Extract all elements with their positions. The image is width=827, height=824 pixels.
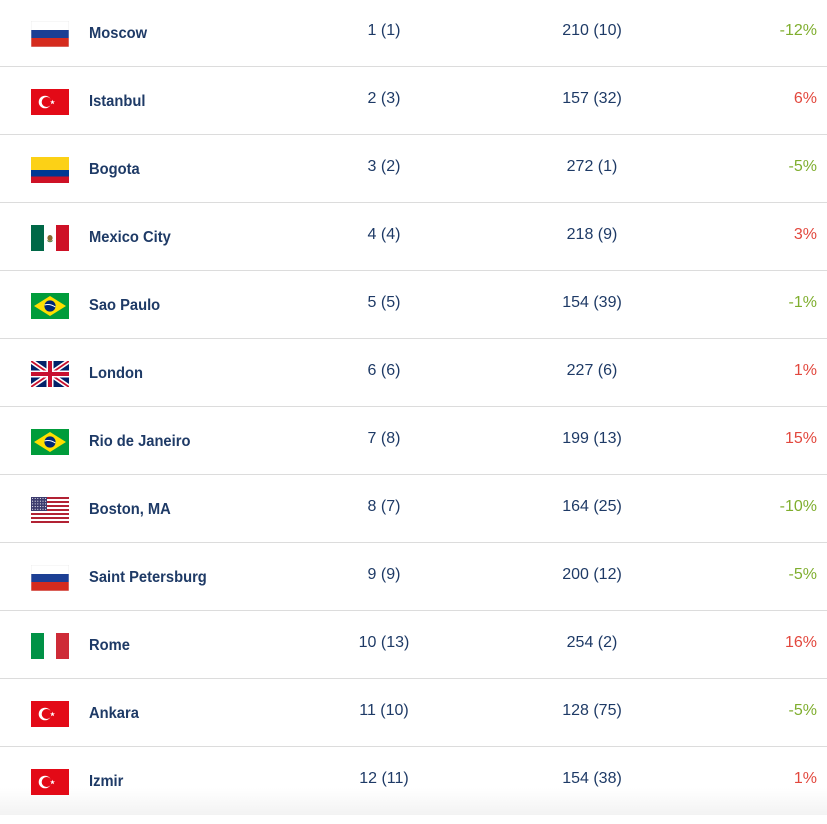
table-row[interactable]: Saint Petersburg 9 (9) 200 (12) -5% — [0, 543, 827, 611]
index-value: 272 (1) — [566, 158, 618, 175]
usa-flag-icon — [31, 497, 69, 523]
rank-value: 10 (13) — [358, 634, 410, 651]
rank-value: 9 (9) — [367, 566, 401, 583]
colombia-flag-icon — [31, 157, 69, 183]
russia-flag-icon — [31, 565, 69, 591]
city-name[interactable]: Istanbul — [89, 93, 146, 110]
rank-value: 2 (3) — [367, 90, 401, 107]
brazil-flag-icon — [31, 293, 69, 319]
index-value: 128 (75) — [562, 702, 622, 719]
russia-flag-icon — [31, 21, 69, 47]
rank-value: 8 (7) — [367, 498, 401, 515]
change-value: -5% — [788, 566, 817, 583]
turkey-flag-icon — [31, 701, 69, 727]
rank-value: 7 (8) — [367, 430, 401, 447]
change-value: -5% — [788, 158, 817, 175]
change-value: -1% — [788, 294, 817, 311]
table-row[interactable]: Istanbul 2 (3) 157 (32) 6% — [0, 67, 827, 135]
change-value: 1% — [793, 362, 817, 379]
table-row[interactable]: Sao Paulo 5 (5) 154 (39) -1% — [0, 271, 827, 339]
change-value: 1% — [793, 770, 817, 787]
brazil-flag-icon — [31, 429, 69, 455]
city-name[interactable]: Moscow — [89, 25, 148, 42]
change-value: 16% — [784, 634, 817, 651]
city-name[interactable]: Mexico City — [89, 229, 171, 246]
table-row[interactable]: London 6 (6) 227 (6) 1% — [0, 339, 827, 407]
table-row[interactable]: Mexico City 4 (4) 218 (9) 3% — [0, 203, 827, 271]
change-value: 15% — [784, 430, 817, 447]
city-name[interactable]: Izmir — [89, 773, 124, 790]
italy-flag-icon — [31, 633, 69, 659]
index-value: 199 (13) — [562, 430, 622, 447]
rank-value: 12 (11) — [359, 770, 409, 787]
turkey-flag-icon — [31, 89, 69, 115]
city-name[interactable]: Ankara — [89, 705, 139, 722]
index-value: 210 (10) — [562, 22, 622, 39]
uk-flag-icon — [31, 361, 69, 387]
index-value: 200 (12) — [562, 566, 622, 583]
city-name[interactable]: Boston, MA — [89, 501, 171, 518]
index-value: 157 (32) — [562, 90, 622, 107]
city-name[interactable]: Rome — [89, 637, 130, 654]
city-name[interactable]: Sao Paulo — [89, 297, 161, 314]
rank-value: 5 (5) — [367, 294, 401, 311]
index-value: 227 (6) — [566, 362, 618, 379]
city-name[interactable]: Saint Petersburg — [89, 569, 207, 586]
table-row[interactable]: Rio de Janeiro 7 (8) 199 (13) 15% — [0, 407, 827, 475]
index-value: 154 (38) — [562, 770, 622, 787]
table-row[interactable]: Moscow 1 (1) 210 (10) -12% — [0, 0, 827, 67]
index-value: 218 (9) — [566, 226, 618, 243]
change-value: 6% — [793, 90, 817, 107]
change-value: -12% — [779, 22, 817, 39]
city-name[interactable]: London — [89, 365, 143, 382]
table-row[interactable]: Bogota 3 (2) 272 (1) -5% — [0, 135, 827, 203]
turkey-flag-icon — [31, 769, 69, 795]
rank-value: 6 (6) — [367, 362, 401, 379]
change-value: -5% — [788, 702, 817, 719]
index-value: 154 (39) — [562, 294, 622, 311]
table-row[interactable]: Rome 10 (13) 254 (2) 16% — [0, 611, 827, 679]
table-row[interactable]: Ankara 11 (10) 128 (75) -5% — [0, 679, 827, 747]
city-name[interactable]: Bogota — [89, 161, 140, 178]
city-name[interactable]: Rio de Janeiro — [89, 433, 191, 450]
table-row[interactable]: Boston, MA 8 (7) 164 (25) -10% — [0, 475, 827, 543]
rank-value: 4 (4) — [367, 226, 401, 243]
change-value: -10% — [779, 498, 817, 515]
mexico-flag-icon — [31, 225, 69, 251]
change-value: 3% — [793, 226, 817, 243]
index-value: 254 (2) — [566, 634, 618, 651]
rank-value: 3 (2) — [367, 158, 401, 175]
table-row[interactable]: Izmir 12 (11) 154 (38) 1% — [0, 747, 827, 815]
index-value: 164 (25) — [562, 498, 622, 515]
rank-value: 1 (1) — [367, 22, 401, 39]
rank-value: 11 (10) — [359, 702, 409, 719]
